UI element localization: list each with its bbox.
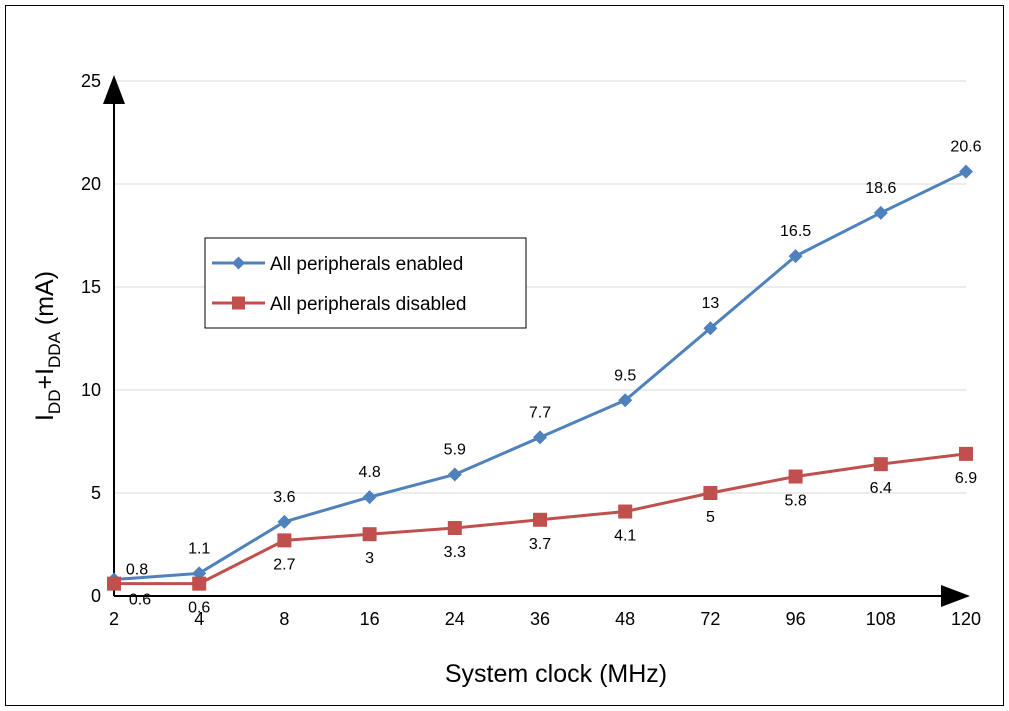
x-tick-label: 120 (951, 609, 981, 629)
x-axis-arrow (941, 585, 970, 607)
data-label: 5 (706, 509, 715, 526)
data-label: 4.8 (358, 464, 380, 481)
point-disabled (192, 576, 207, 591)
data-label: 0.6 (188, 600, 210, 617)
x-tick-label: 8 (279, 609, 289, 629)
y-tick-label: 25 (81, 71, 101, 91)
data-label: 1.1 (188, 540, 210, 557)
point-disabled (873, 457, 888, 472)
data-label: 13 (702, 295, 720, 312)
y-tick-label: 20 (81, 174, 101, 194)
data-labels: 0.8 1.1 3.6 4.8 5.9 7.7 9.5 13 16.5 18.6 20.6 0.6 0.… (126, 139, 982, 617)
point-disabled (788, 469, 803, 484)
point-disabled (618, 504, 633, 519)
axes (103, 75, 970, 607)
y-axis-title: IDD+IDDA (mA) (31, 271, 64, 421)
point-enabled (703, 321, 718, 336)
data-label: 3.7 (529, 536, 551, 553)
x-tick-label: 16 (360, 609, 380, 629)
point-disabled (362, 527, 377, 542)
legend-marker-disabled (232, 296, 245, 310)
y-axis-title-sub1: DD (45, 390, 64, 415)
y-axis-title-plus: +I (31, 368, 59, 390)
legend: All peripherals enabled All peripherals … (204, 237, 527, 329)
y-axis-title-unit: (mA) (31, 271, 59, 332)
data-label: 18.6 (865, 180, 896, 197)
x-tick-label: 108 (866, 609, 896, 629)
point-enabled (959, 164, 973, 179)
data-label: 5.9 (444, 441, 466, 458)
data-label: 0.6 (129, 592, 151, 609)
x-tick-label: 48 (615, 609, 635, 629)
legend-marker-enabled (232, 256, 245, 270)
y-tick-label: 15 (81, 277, 101, 297)
data-label: 7.7 (529, 404, 551, 421)
point-disabled (959, 446, 973, 461)
x-tick-label: 72 (700, 609, 720, 629)
x-axis-title: System clock (MHz) (445, 660, 667, 688)
point-enabled (618, 393, 633, 408)
point-enabled (447, 467, 462, 482)
y-tick-label: 5 (91, 483, 101, 503)
series (107, 164, 973, 591)
point-disabled (277, 533, 292, 548)
y-axis-arrow (103, 75, 125, 104)
point-enabled (362, 490, 377, 505)
y-tick-labels: 0 5 10 15 20 25 (81, 71, 101, 606)
y-tick-label: 10 (81, 380, 101, 400)
data-label: 9.5 (614, 367, 636, 384)
legend-box (204, 237, 527, 329)
x-tick-label: 2 (109, 609, 119, 629)
data-label: 3 (365, 550, 374, 567)
x-tick-labels: 2 4 8 16 24 36 48 72 96 108 120 (109, 609, 981, 629)
x-tick-label: 4 (194, 609, 204, 629)
y-axis-title-base: I (31, 414, 59, 421)
point-enabled (788, 249, 803, 264)
point-disabled (533, 512, 547, 527)
data-label: 3.6 (273, 489, 295, 506)
point-enabled (873, 205, 888, 220)
chart-frame: 0 5 10 15 20 25 2 4 8 16 24 36 48 72 96 108 120 0.8 1.1 3… (5, 5, 1004, 706)
point-disabled (703, 486, 718, 500)
point-disabled (447, 521, 462, 536)
data-label: 16.5 (780, 223, 811, 240)
data-label: 5.8 (784, 493, 806, 510)
data-label: 2.7 (273, 556, 295, 573)
y-axis-title-sub2: DDA (45, 331, 64, 368)
point-enabled (277, 514, 292, 529)
x-tick-label: 36 (530, 609, 550, 629)
x-tick-label: 24 (445, 609, 465, 629)
point-disabled (107, 576, 121, 591)
point-enabled (533, 430, 547, 445)
data-label: 6.9 (955, 470, 977, 487)
y-tick-label: 0 (91, 586, 101, 606)
data-label: 4.1 (614, 528, 636, 545)
data-label: 0.8 (126, 562, 148, 579)
legend-label-disabled: All peripherals disabled (270, 294, 466, 315)
data-label: 6.4 (870, 480, 892, 497)
data-label: 3.3 (444, 544, 466, 561)
data-label: 20.6 (950, 139, 981, 156)
x-tick-label: 96 (786, 609, 806, 629)
legend-label-enabled: All peripherals enabled (270, 254, 463, 275)
